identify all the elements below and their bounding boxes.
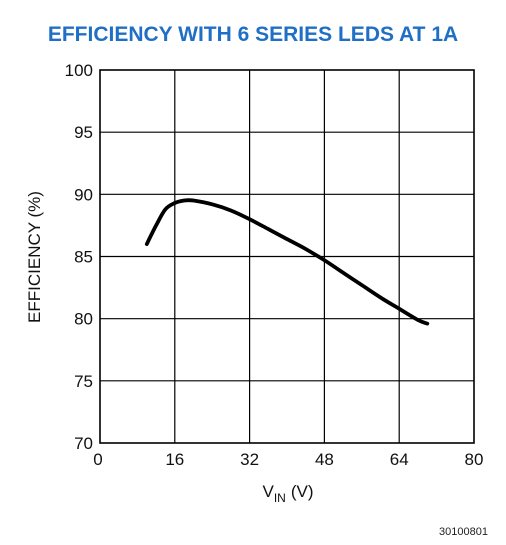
- efficiency-line: [144, 198, 430, 326]
- y-tick-label: 75: [74, 372, 93, 391]
- x-tick-label: 16: [165, 450, 184, 469]
- y-tick-label: 100: [65, 61, 93, 80]
- y-tick-label: 90: [74, 185, 93, 204]
- y-tick-label: 80: [74, 310, 93, 329]
- x-tick-label: 80: [465, 450, 484, 469]
- y-tick-label: 85: [74, 248, 93, 267]
- x-axis-label: VIN (V): [262, 482, 313, 505]
- grid: [100, 70, 474, 443]
- y-tick-label: 70: [74, 434, 93, 453]
- chart-title: EFFICIENCY WITH 6 SERIES LEDS AT 1A: [48, 23, 458, 46]
- x-tick-label: 48: [315, 450, 334, 469]
- figure-id: 30100801: [439, 526, 488, 538]
- y-tick-label: 95: [74, 123, 93, 142]
- y-tick-labels: 70 75 80 85 90 95 100: [65, 61, 93, 453]
- y-axis-label: EFFICIENCY (%): [25, 191, 44, 323]
- x-tick-label: 64: [390, 450, 409, 469]
- plot-frame: [99, 69, 475, 444]
- x-tick-label: 0: [93, 450, 102, 469]
- x-tick-label: 32: [240, 450, 259, 469]
- x-tick-labels: 0 16 32 48 64 80: [93, 450, 483, 469]
